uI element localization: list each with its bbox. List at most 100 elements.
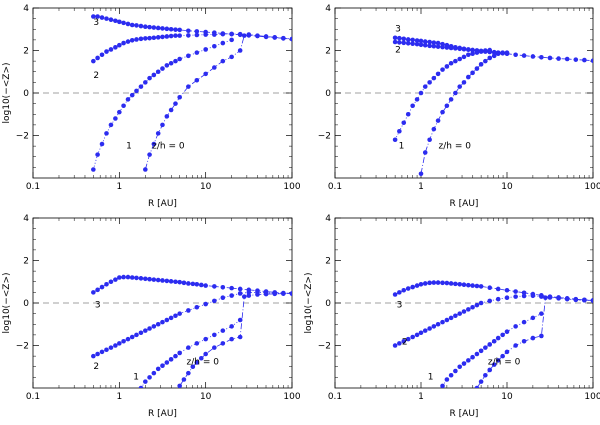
y-axis-label: log10(−<Z>) <box>2 63 12 124</box>
data-point <box>453 281 458 287</box>
data-point <box>181 377 187 382</box>
data-point <box>470 47 475 53</box>
x-tick-label: 1 <box>116 182 122 192</box>
data-point <box>186 308 191 313</box>
data-point <box>521 338 527 344</box>
data-point <box>521 290 527 296</box>
data-point <box>397 40 402 45</box>
data-point <box>151 25 157 30</box>
data-point <box>134 37 139 42</box>
data-point <box>487 367 493 373</box>
data-point <box>99 141 105 147</box>
x-tick-label: 1 <box>418 182 424 192</box>
data-point <box>414 283 420 288</box>
data-point <box>478 49 484 54</box>
data-point <box>564 296 570 302</box>
data-point <box>440 67 445 72</box>
data-point <box>281 35 286 41</box>
data-point <box>104 16 109 21</box>
data-point <box>194 77 200 83</box>
data-point <box>194 341 200 346</box>
data-point <box>113 18 118 24</box>
data-point <box>397 35 402 41</box>
data-point <box>194 360 200 365</box>
data-point <box>99 52 105 58</box>
data-point <box>164 26 170 32</box>
data-point <box>121 40 126 46</box>
x-tick-label: 1 <box>116 392 122 402</box>
data-point <box>155 35 161 40</box>
data-point <box>125 21 131 27</box>
data-point <box>220 284 226 290</box>
plot-data <box>392 35 593 177</box>
x-axis-label: R [AU] <box>450 409 479 419</box>
data-point <box>138 385 144 388</box>
data-point <box>461 46 467 52</box>
x-tick-label: 0.1 <box>328 392 342 402</box>
data-point <box>143 80 148 85</box>
data-point <box>91 353 96 359</box>
data-point <box>564 56 570 62</box>
data-point <box>487 47 493 53</box>
data-point <box>186 53 191 59</box>
data-point <box>457 364 463 370</box>
y-tick-label: 2 <box>325 47 331 57</box>
data-point <box>478 379 484 384</box>
data-point <box>186 345 191 350</box>
data-point <box>448 97 454 102</box>
curve-label: 1 <box>126 141 132 151</box>
data-point <box>504 50 510 55</box>
data-point <box>444 103 450 109</box>
data-point <box>474 302 480 308</box>
data-point <box>203 336 208 342</box>
data-point <box>495 335 501 341</box>
data-point <box>129 334 135 340</box>
data-point <box>539 311 544 316</box>
data-point <box>203 283 208 288</box>
data-point <box>444 64 450 69</box>
data-point <box>478 348 484 354</box>
data-point <box>457 311 463 316</box>
data-point <box>155 321 161 327</box>
data-point <box>121 103 126 109</box>
data-point <box>91 290 96 295</box>
data-point <box>397 341 402 346</box>
data-point <box>155 131 161 136</box>
data-point <box>444 280 450 286</box>
data-point <box>573 297 579 302</box>
x-tick-label: 1 <box>418 392 424 402</box>
data-point <box>422 39 428 44</box>
data-point <box>246 32 252 37</box>
data-point <box>483 372 488 378</box>
data-point <box>143 328 148 333</box>
curve-label: z/h = 0 <box>488 358 521 368</box>
data-point <box>440 44 445 50</box>
curve-label: 2 <box>93 71 99 81</box>
data-point <box>173 33 178 38</box>
curve-label: z/h = 0 <box>152 141 185 151</box>
plot-data <box>392 280 593 388</box>
data-point <box>160 278 165 283</box>
data-point <box>466 358 471 363</box>
x-tick-label: 10 <box>501 182 513 192</box>
data-point <box>513 289 518 294</box>
data-point <box>177 311 182 316</box>
data-point <box>203 47 208 52</box>
data-point <box>164 278 170 284</box>
data-point <box>448 372 454 378</box>
data-point <box>160 66 165 71</box>
data-point <box>470 70 475 76</box>
data-point <box>125 274 131 280</box>
data-point <box>155 25 161 31</box>
data-point <box>220 295 226 300</box>
data-point <box>431 40 437 45</box>
data-point <box>500 353 505 359</box>
data-point <box>121 338 126 344</box>
data-point <box>237 31 243 37</box>
data-point <box>95 14 100 19</box>
data-point <box>186 370 191 376</box>
data-point <box>147 326 152 331</box>
data-point <box>440 319 445 325</box>
y-tick-label: 2 <box>23 257 29 267</box>
data-point <box>147 24 152 30</box>
